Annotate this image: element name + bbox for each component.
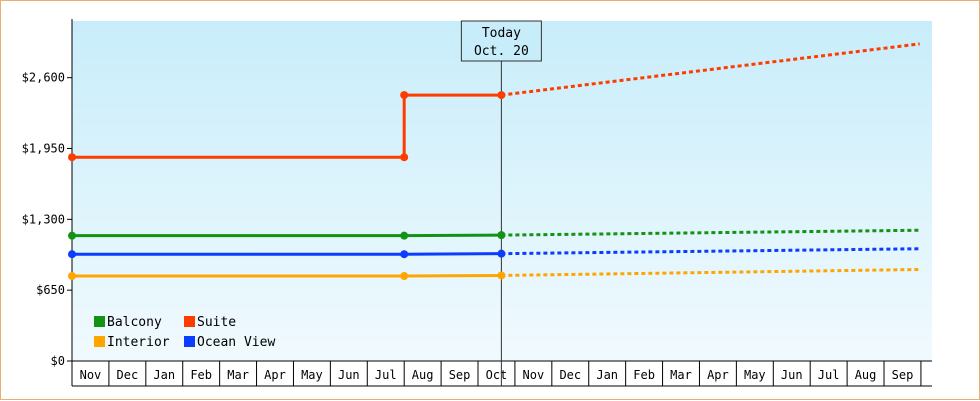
x-tick-label: Oct: [486, 368, 508, 382]
ocean-view-historical-line: [72, 252, 502, 256]
x-tick-label: Jun: [781, 368, 803, 382]
x-tick-label: Jun: [338, 368, 360, 382]
interior-legend-swatch: [94, 336, 105, 347]
suite-historical-line: [72, 93, 502, 159]
x-tick-label: Aug: [855, 368, 877, 382]
interior-point: [68, 272, 76, 280]
balcony-legend-label: Balcony: [107, 315, 162, 330]
today-date: Oct. 20: [474, 44, 529, 59]
x-tick-label: Feb: [190, 368, 212, 382]
ocean-view-point: [68, 250, 76, 259]
interior-legend-label: Interior: [107, 335, 170, 350]
y-tick-label: $1,300: [22, 212, 65, 226]
balcony-point: [497, 231, 506, 240]
suite-legend-label: Suite: [197, 315, 236, 330]
x-tick-label: Aug: [412, 368, 434, 382]
plot-area: [72, 21, 932, 361]
x-tick-label: Jul: [375, 368, 397, 382]
x-tick-label: Apr: [707, 368, 729, 382]
ocean-view-point: [400, 250, 409, 259]
x-tick-label: Nov: [80, 368, 102, 382]
ocean-view-point: [497, 249, 506, 258]
balcony-point: [68, 231, 76, 240]
x-tick-label: May: [301, 368, 323, 382]
today-box: [460, 20, 542, 62]
x-tick-label: Jan: [596, 368, 618, 382]
interior-point: [497, 271, 506, 280]
interior-historical-line: [72, 273, 502, 278]
x-tick-label: Jan: [153, 368, 175, 382]
x-tick-label: Dec: [117, 368, 139, 382]
suite-point: [497, 91, 506, 100]
y-tick-label: $0: [51, 354, 65, 368]
balcony-historical-line: [72, 233, 502, 238]
suite-point: [400, 153, 409, 162]
y-tick-label: $1,950: [22, 142, 65, 156]
x-tick-label: Feb: [633, 368, 655, 382]
x-tick-label: Sep: [449, 368, 471, 382]
today-label: Today: [482, 26, 521, 41]
x-tick-label: Jul: [818, 368, 840, 382]
suite-point: [400, 91, 409, 100]
suite-projected-line: [501, 42, 920, 97]
suite-point: [68, 153, 76, 162]
x-tick-label: Nov: [523, 368, 545, 382]
y-tick-label: $650: [36, 283, 65, 297]
y-tick-label: $2,600: [22, 71, 65, 85]
balcony-point: [400, 231, 409, 240]
suite-legend-swatch: [184, 316, 195, 327]
x-tick-label: Dec: [559, 368, 581, 382]
ocean-view-legend-swatch: [184, 336, 195, 347]
interior-point: [400, 272, 409, 280]
x-tick-label: Mar: [670, 368, 692, 382]
x-tick-label: Sep: [892, 368, 914, 382]
x-tick-label: May: [744, 368, 766, 382]
ocean-view-legend-label: Ocean View: [197, 335, 275, 350]
x-tick-label: Apr: [264, 368, 286, 382]
x-tick-label: Mar: [227, 368, 249, 382]
balcony-legend-swatch: [94, 316, 105, 327]
